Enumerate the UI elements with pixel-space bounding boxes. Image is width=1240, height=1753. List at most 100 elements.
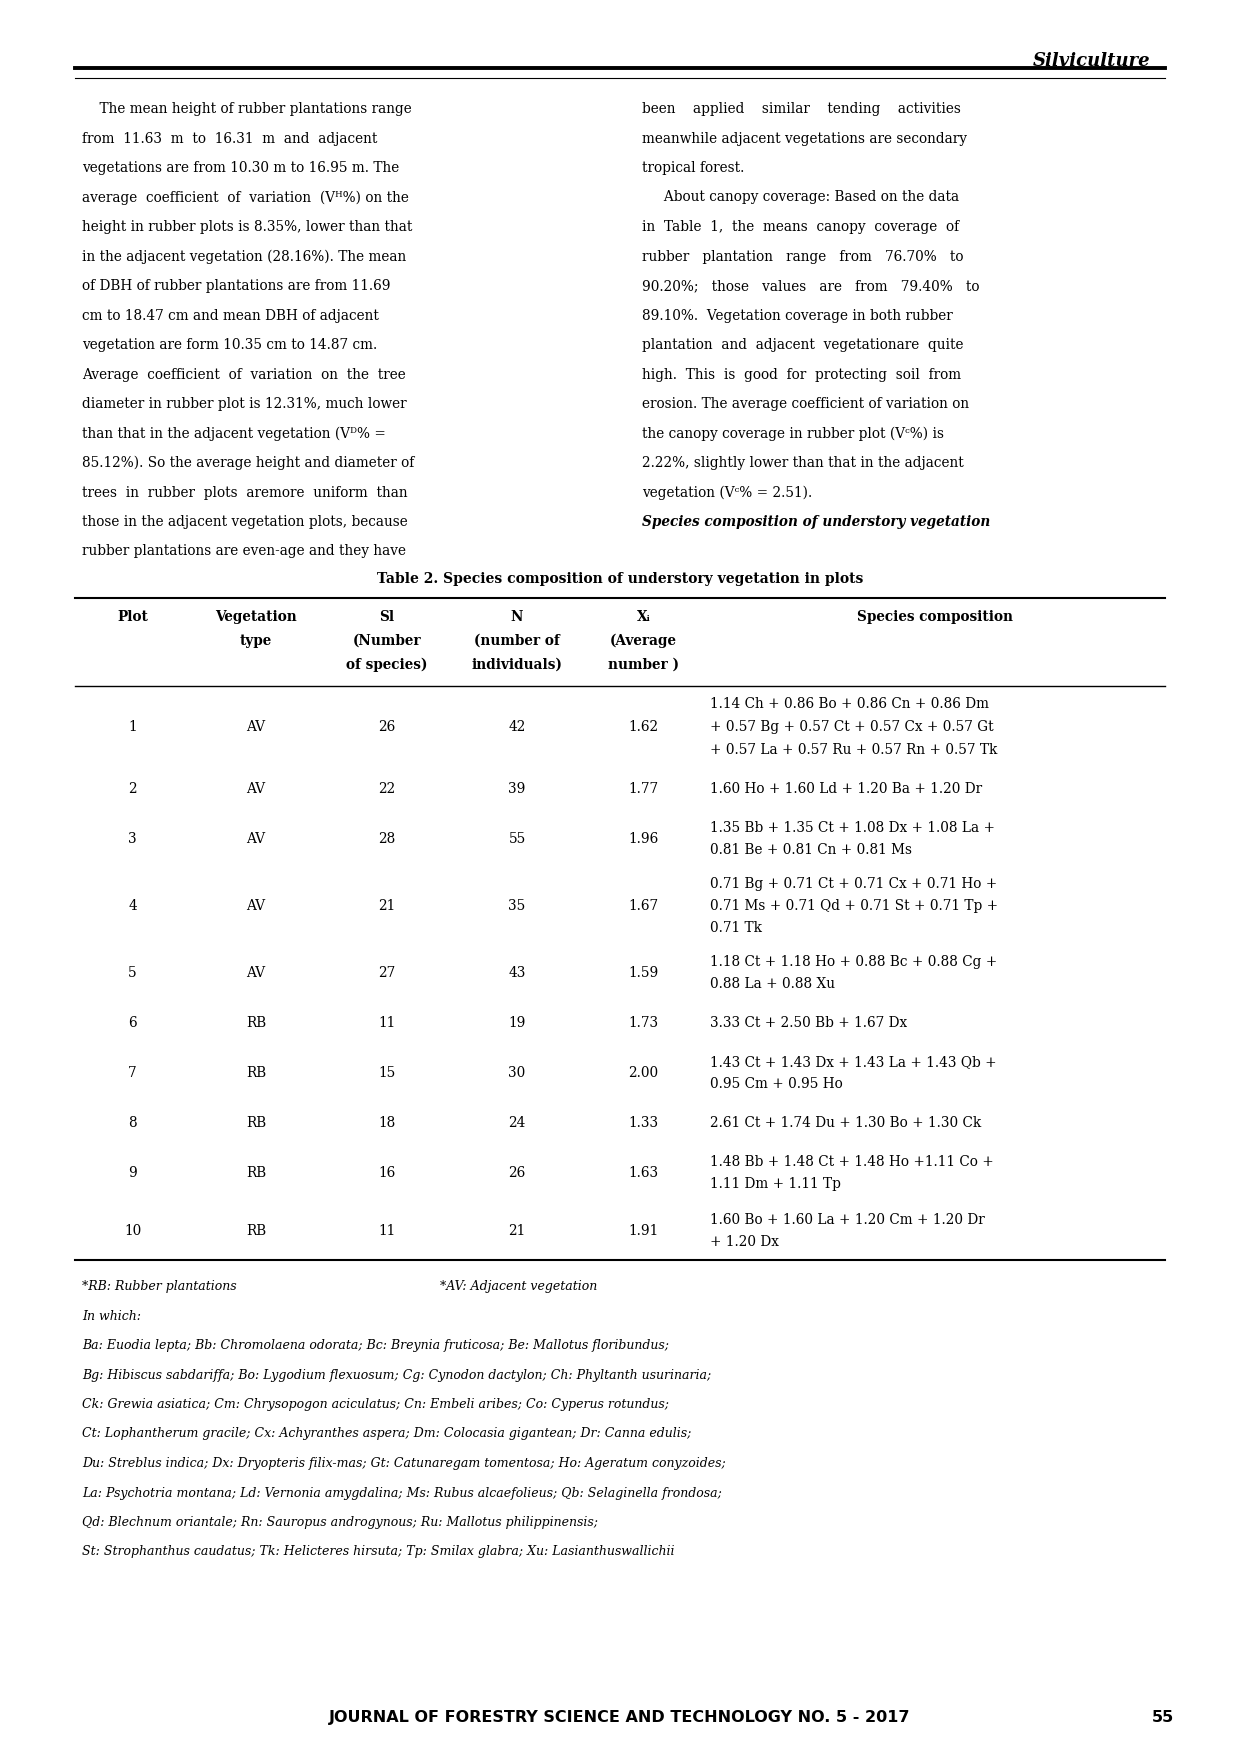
Text: Xᵢ: Xᵢ xyxy=(636,610,651,624)
Text: 0.95 Cm + 0.95 Ho: 0.95 Cm + 0.95 Ho xyxy=(711,1078,843,1092)
Text: Species composition of understory vegetation: Species composition of understory vegeta… xyxy=(642,515,991,529)
Text: Du: Streblus indica; Dx: Dryopteris filix-mas; Gt: Catunaregam tomentosa; Ho: Ag: Du: Streblus indica; Dx: Dryopteris fili… xyxy=(82,1457,725,1471)
Text: 4: 4 xyxy=(128,899,136,913)
Text: 1.60 Bo + 1.60 La + 1.20 Cm + 1.20 Dr: 1.60 Bo + 1.60 La + 1.20 Cm + 1.20 Dr xyxy=(711,1213,985,1227)
Text: 30: 30 xyxy=(508,1066,526,1080)
Text: + 0.57 Bg + 0.57 Ct + 0.57 Cx + 0.57 Gt: + 0.57 Bg + 0.57 Ct + 0.57 Cx + 0.57 Gt xyxy=(711,720,993,735)
Text: About canopy coverage: Based on the data: About canopy coverage: Based on the data xyxy=(642,191,959,205)
Text: 1.73: 1.73 xyxy=(629,1017,658,1031)
Text: (Number: (Number xyxy=(352,635,422,649)
Text: height in rubber plots is 8.35%, lower than that: height in rubber plots is 8.35%, lower t… xyxy=(82,219,413,233)
Text: 1.91: 1.91 xyxy=(629,1224,658,1238)
Text: 15: 15 xyxy=(378,1066,396,1080)
Text: La: Psychotria montana; Ld: Vernonia amygdalina; Ms: Rubus alcaefolieus; Qb: Sel: La: Psychotria montana; Ld: Vernonia amy… xyxy=(82,1487,722,1499)
Text: 1.33: 1.33 xyxy=(629,1117,658,1131)
Text: 9: 9 xyxy=(128,1166,136,1180)
Text: 5: 5 xyxy=(128,966,136,980)
Text: average  coefficient  of  variation  (Vᴴ%) on the: average coefficient of variation (Vᴴ%) o… xyxy=(82,191,409,205)
Text: St: Strophanthus caudatus; Tk: Helicteres hirsuta; Tp: Smilax glabra; Xu: Lasian: St: Strophanthus caudatus; Tk: Helictere… xyxy=(82,1546,675,1558)
Text: Bg: Hibiscus sabdariffa; Bo: Lygodium flexuosum; Cg: Cynodon dactylon; Ch: Phylt: Bg: Hibiscus sabdariffa; Bo: Lygodium fl… xyxy=(82,1369,712,1381)
Text: number ): number ) xyxy=(608,657,680,671)
Text: tropical forest.: tropical forest. xyxy=(642,161,744,175)
Text: Sl: Sl xyxy=(379,610,394,624)
Text: *AV: Adjacent vegetation: *AV: Adjacent vegetation xyxy=(440,1280,598,1294)
Text: rubber plantations are even-age and they have: rubber plantations are even-age and they… xyxy=(82,545,405,559)
Text: the canopy coverage in rubber plot (Vᶜ%) is: the canopy coverage in rubber plot (Vᶜ%)… xyxy=(642,426,944,442)
Text: 2: 2 xyxy=(128,782,136,796)
Text: 0.71 Ms + 0.71 Qd + 0.71 St + 0.71 Tp +: 0.71 Ms + 0.71 Qd + 0.71 St + 0.71 Tp + xyxy=(711,899,998,913)
Text: 1.14 Ch + 0.86 Bo + 0.86 Cn + 0.86 Dm: 1.14 Ch + 0.86 Bo + 0.86 Cn + 0.86 Dm xyxy=(711,698,990,712)
Text: 1.18 Ct + 1.18 Ho + 0.88 Bc + 0.88 Cg +: 1.18 Ct + 1.18 Ho + 0.88 Bc + 0.88 Cg + xyxy=(711,955,997,969)
Text: 6: 6 xyxy=(128,1017,136,1031)
Text: 1.96: 1.96 xyxy=(629,833,658,847)
Text: 1.77: 1.77 xyxy=(629,782,658,796)
Text: erosion. The average coefficient of variation on: erosion. The average coefficient of vari… xyxy=(642,396,970,410)
Text: 1.67: 1.67 xyxy=(629,899,658,913)
Text: AV: AV xyxy=(247,966,265,980)
Text: of DBH of rubber plantations are from 11.69: of DBH of rubber plantations are from 11… xyxy=(82,279,391,293)
Text: 0.88 La + 0.88 Xu: 0.88 La + 0.88 Xu xyxy=(711,976,835,990)
Text: 16: 16 xyxy=(378,1166,396,1180)
Text: 26: 26 xyxy=(378,720,396,735)
Text: *RB: Rubber plantations: *RB: Rubber plantations xyxy=(82,1280,237,1294)
Text: 55: 55 xyxy=(508,833,526,847)
Text: 1.59: 1.59 xyxy=(629,966,658,980)
Text: 43: 43 xyxy=(508,966,526,980)
Text: AV: AV xyxy=(247,833,265,847)
Text: 11: 11 xyxy=(378,1017,396,1031)
Text: + 1.20 Dx: + 1.20 Dx xyxy=(711,1236,779,1250)
Text: AV: AV xyxy=(247,899,265,913)
Text: Ba: Euodia lepta; Bb: Chromolaena odorata; Bc: Breynia fruticosa; Be: Mallotus f: Ba: Euodia lepta; Bb: Chromolaena odorat… xyxy=(82,1339,670,1352)
Text: 1.48 Bb + 1.48 Ct + 1.48 Ho +1.11 Co +: 1.48 Bb + 1.48 Ct + 1.48 Ho +1.11 Co + xyxy=(711,1155,993,1169)
Text: 39: 39 xyxy=(508,782,526,796)
Text: vegetation are form 10.35 cm to 14.87 cm.: vegetation are form 10.35 cm to 14.87 cm… xyxy=(82,338,377,352)
Text: 1.11 Dm + 1.11 Tp: 1.11 Dm + 1.11 Tp xyxy=(711,1178,841,1192)
Text: + 0.57 La + 0.57 Ru + 0.57 Rn + 0.57 Tk: + 0.57 La + 0.57 Ru + 0.57 Rn + 0.57 Tk xyxy=(711,743,997,757)
Text: 0.71 Tk: 0.71 Tk xyxy=(711,922,763,936)
Text: AV: AV xyxy=(247,720,265,735)
Text: been    applied    similar    tending    activities: been applied similar tending activities xyxy=(642,102,961,116)
Text: in  Table  1,  the  means  canopy  coverage  of: in Table 1, the means canopy coverage of xyxy=(642,219,959,233)
Text: in the adjacent vegetation (28.16%). The mean: in the adjacent vegetation (28.16%). The… xyxy=(82,249,407,265)
Text: 1.43 Ct + 1.43 Dx + 1.43 La + 1.43 Qb +: 1.43 Ct + 1.43 Dx + 1.43 La + 1.43 Qb + xyxy=(711,1055,997,1069)
Text: The mean height of rubber plantations range: The mean height of rubber plantations ra… xyxy=(82,102,412,116)
Text: of species): of species) xyxy=(346,657,428,673)
Text: Ct: Lophantherum gracile; Cx: Achyranthes aspera; Dm: Colocasia gigantean; Dr: C: Ct: Lophantherum gracile; Cx: Achyranthe… xyxy=(82,1427,692,1441)
Text: N: N xyxy=(511,610,523,624)
Text: 10: 10 xyxy=(124,1224,141,1238)
Text: RB: RB xyxy=(246,1066,267,1080)
Text: 1.60 Ho + 1.60 Ld + 1.20 Ba + 1.20 Dr: 1.60 Ho + 1.60 Ld + 1.20 Ba + 1.20 Dr xyxy=(711,782,982,796)
Text: 19: 19 xyxy=(508,1017,526,1031)
Text: 0.71 Bg + 0.71 Ct + 0.71 Cx + 0.71 Ho +: 0.71 Bg + 0.71 Ct + 0.71 Cx + 0.71 Ho + xyxy=(711,876,997,891)
Text: JOURNAL OF FORESTRY SCIENCE AND TECHNOLOGY NO. 5 - 2017: JOURNAL OF FORESTRY SCIENCE AND TECHNOLO… xyxy=(330,1709,910,1725)
Text: RB: RB xyxy=(246,1166,267,1180)
Text: 90.20%;   those   values   are   from   79.40%   to: 90.20%; those values are from 79.40% to xyxy=(642,279,980,293)
Text: 28: 28 xyxy=(378,833,396,847)
Text: from  11.63  m  to  16.31  m  and  adjacent: from 11.63 m to 16.31 m and adjacent xyxy=(82,131,377,145)
Text: type: type xyxy=(239,635,272,649)
Text: diameter in rubber plot is 12.31%, much lower: diameter in rubber plot is 12.31%, much … xyxy=(82,396,407,410)
Text: 27: 27 xyxy=(378,966,396,980)
Text: RB: RB xyxy=(246,1224,267,1238)
Text: 22: 22 xyxy=(378,782,396,796)
Text: Species composition: Species composition xyxy=(857,610,1013,624)
Text: 2.00: 2.00 xyxy=(629,1066,658,1080)
Text: 2.22%, slightly lower than that in the adjacent: 2.22%, slightly lower than that in the a… xyxy=(642,456,963,470)
Text: (Average: (Average xyxy=(610,635,677,649)
Text: trees  in  rubber  plots  aremore  uniform  than: trees in rubber plots aremore uniform th… xyxy=(82,486,408,500)
Text: Average  coefficient  of  variation  on  the  tree: Average coefficient of variation on the … xyxy=(82,368,405,382)
Text: rubber   plantation   range   from   76.70%   to: rubber plantation range from 76.70% to xyxy=(642,249,963,263)
Text: RB: RB xyxy=(246,1117,267,1131)
Text: cm to 18.47 cm and mean DBH of adjacent: cm to 18.47 cm and mean DBH of adjacent xyxy=(82,309,379,323)
Text: 21: 21 xyxy=(508,1224,526,1238)
Text: 55: 55 xyxy=(1152,1709,1174,1725)
Text: 11: 11 xyxy=(378,1224,396,1238)
Text: those in the adjacent vegetation plots, because: those in the adjacent vegetation plots, … xyxy=(82,515,408,529)
Text: high.  This  is  good  for  protecting  soil  from: high. This is good for protecting soil f… xyxy=(642,368,961,382)
Text: meanwhile adjacent vegetations are secondary: meanwhile adjacent vegetations are secon… xyxy=(642,131,967,145)
Text: Qd: Blechnum oriantale; Rn: Sauropus androgynous; Ru: Mallotus philippinensis;: Qd: Blechnum oriantale; Rn: Sauropus and… xyxy=(82,1516,598,1529)
Text: 35: 35 xyxy=(508,899,526,913)
Text: 18: 18 xyxy=(378,1117,396,1131)
Text: RB: RB xyxy=(246,1017,267,1031)
Text: vegetation (Vᶜ% = 2.51).: vegetation (Vᶜ% = 2.51). xyxy=(642,486,812,500)
